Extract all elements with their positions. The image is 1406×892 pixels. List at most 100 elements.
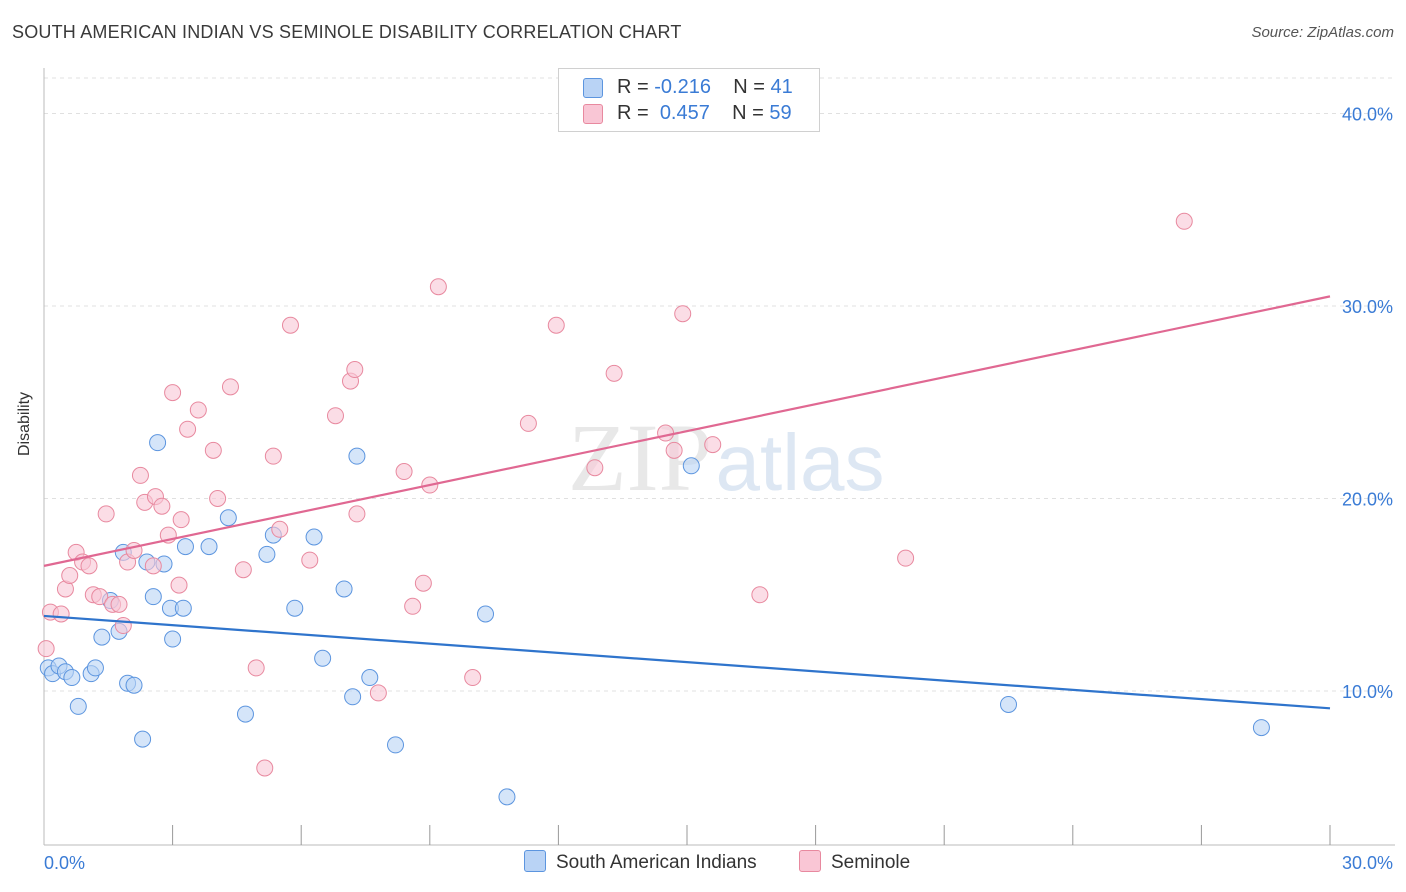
x-tick-label-max: 30.0% bbox=[1342, 853, 1393, 873]
stats-legend: R = -0.216 N = 41 R = 0.457 N = 59 bbox=[558, 68, 820, 132]
point-seminole bbox=[751, 586, 769, 604]
point-seminole bbox=[247, 659, 265, 677]
point-south-american-indians bbox=[149, 434, 167, 452]
point-seminole bbox=[204, 441, 222, 459]
point-seminole bbox=[346, 361, 364, 379]
y-tick-label: 40.0% bbox=[1342, 105, 1393, 125]
r-value: -0.216 bbox=[654, 76, 711, 98]
watermark-zip: ZIP bbox=[568, 404, 712, 511]
y-tick-label: 20.0% bbox=[1342, 490, 1393, 510]
x-tick-label-min: 0.0% bbox=[44, 853, 85, 873]
pink-swatch bbox=[799, 850, 821, 872]
r-label: R = bbox=[617, 76, 649, 98]
r-label: R = bbox=[617, 102, 649, 124]
point-seminole bbox=[348, 505, 366, 523]
point-seminole bbox=[153, 497, 171, 515]
point-seminole bbox=[657, 424, 675, 442]
point-seminole bbox=[172, 511, 190, 529]
point-south-american-indians bbox=[174, 599, 192, 617]
y-tick-label: 10.0% bbox=[1342, 682, 1393, 702]
point-seminole bbox=[110, 595, 128, 613]
point-seminole bbox=[170, 576, 188, 594]
point-seminole bbox=[301, 551, 319, 569]
point-seminole bbox=[114, 617, 132, 635]
point-south-american-indians bbox=[344, 688, 362, 706]
point-south-american-indians bbox=[200, 538, 218, 556]
point-south-american-indians bbox=[305, 528, 323, 546]
point-south-american-indians bbox=[1000, 695, 1017, 713]
point-seminole bbox=[665, 441, 683, 459]
point-south-american-indians bbox=[219, 509, 237, 527]
point-south-american-indians bbox=[361, 669, 379, 687]
point-seminole bbox=[1175, 212, 1193, 230]
chart-title: SOUTH AMERICAN INDIAN VS SEMINOLE DISABI… bbox=[12, 22, 682, 42]
point-south-american-indians bbox=[314, 649, 332, 667]
legend-label: South American Indians bbox=[556, 852, 757, 873]
watermark-atlas: atlas bbox=[716, 418, 885, 507]
point-seminole bbox=[144, 557, 162, 575]
point-seminole bbox=[395, 463, 413, 481]
point-seminole bbox=[37, 640, 55, 658]
point-south-american-indians bbox=[348, 447, 366, 465]
point-south-american-indians bbox=[69, 697, 87, 715]
point-south-american-indians bbox=[176, 538, 194, 556]
point-seminole bbox=[80, 557, 98, 575]
blue-swatch bbox=[583, 78, 603, 98]
n-value: 59 bbox=[769, 102, 792, 124]
point-south-american-indians bbox=[258, 545, 276, 563]
point-seminole bbox=[164, 384, 182, 402]
point-seminole bbox=[61, 567, 79, 584]
blue-swatch bbox=[524, 850, 546, 872]
y-axis-label: Disability bbox=[16, 391, 33, 456]
point-seminole bbox=[404, 597, 422, 615]
y-tick-label: 30.0% bbox=[1342, 297, 1393, 317]
point-seminole bbox=[897, 549, 915, 567]
point-south-american-indians bbox=[236, 705, 254, 723]
point-seminole bbox=[326, 407, 344, 425]
point-seminole bbox=[674, 305, 692, 323]
point-seminole bbox=[189, 401, 207, 419]
point-seminole bbox=[414, 574, 432, 592]
point-south-american-indians bbox=[144, 588, 162, 606]
point-south-american-indians bbox=[134, 730, 152, 748]
point-seminole bbox=[281, 316, 299, 334]
point-south-american-indians bbox=[125, 676, 143, 694]
point-seminole bbox=[519, 414, 537, 432]
point-seminole bbox=[704, 436, 722, 454]
point-seminole bbox=[547, 316, 565, 334]
point-south-american-indians bbox=[164, 630, 182, 648]
point-seminole bbox=[429, 278, 447, 296]
n-label: N = bbox=[732, 102, 764, 124]
point-seminole bbox=[91, 588, 109, 606]
point-south-american-indians bbox=[387, 736, 405, 754]
source-label: Source: ZipAtlas.com bbox=[1251, 24, 1394, 41]
point-seminole bbox=[256, 759, 274, 777]
point-seminole bbox=[369, 684, 387, 702]
point-seminole bbox=[464, 669, 482, 687]
point-seminole bbox=[97, 505, 115, 523]
point-south-american-indians bbox=[1252, 719, 1270, 737]
point-south-american-indians bbox=[477, 605, 495, 623]
point-seminole bbox=[131, 466, 149, 484]
point-south-american-indians bbox=[682, 457, 700, 475]
point-south-american-indians bbox=[63, 669, 81, 687]
point-seminole bbox=[264, 447, 282, 465]
point-seminole bbox=[221, 378, 239, 396]
pink-swatch bbox=[583, 104, 603, 124]
trendline-seminole bbox=[43, 295, 1331, 567]
legend-item-seminole: Seminole bbox=[799, 850, 910, 874]
point-seminole bbox=[234, 561, 252, 579]
point-seminole bbox=[586, 459, 604, 477]
trendline-south-american-indians bbox=[43, 614, 1331, 710]
point-seminole bbox=[271, 520, 289, 538]
point-seminole bbox=[209, 490, 227, 507]
legend-item-south-american-indians: South American Indians bbox=[524, 850, 757, 874]
n-label: N = bbox=[733, 76, 765, 98]
point-south-american-indians bbox=[498, 788, 516, 806]
point-south-american-indians bbox=[286, 599, 304, 617]
point-south-american-indians bbox=[93, 628, 111, 646]
point-south-american-indians bbox=[335, 580, 353, 598]
point-south-american-indians bbox=[86, 659, 104, 677]
legend-label: Seminole bbox=[831, 852, 911, 873]
point-seminole bbox=[179, 420, 197, 438]
